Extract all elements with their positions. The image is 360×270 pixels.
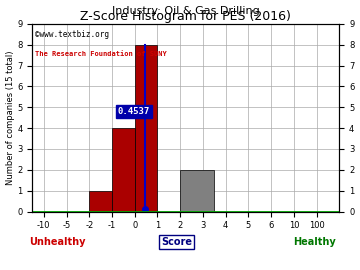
Bar [135, 45, 157, 211]
Text: Unhealthy: Unhealthy [29, 237, 85, 247]
Text: ©www.textbiz.org: ©www.textbiz.org [36, 30, 109, 39]
Bar [112, 128, 135, 211]
Text: Industry: Oil & Gas Drilling: Industry: Oil & Gas Drilling [112, 6, 260, 16]
Title: Z-Score Histogram for PES (2016): Z-Score Histogram for PES (2016) [80, 10, 291, 23]
Bar [89, 191, 112, 211]
Text: The Research Foundation of SUNY: The Research Foundation of SUNY [36, 51, 167, 57]
Y-axis label: Number of companies (15 total): Number of companies (15 total) [5, 50, 14, 185]
Text: Healthy: Healthy [293, 237, 336, 247]
Text: 0.4537: 0.4537 [118, 107, 150, 116]
Bar [180, 170, 214, 211]
Text: Score: Score [161, 237, 192, 247]
